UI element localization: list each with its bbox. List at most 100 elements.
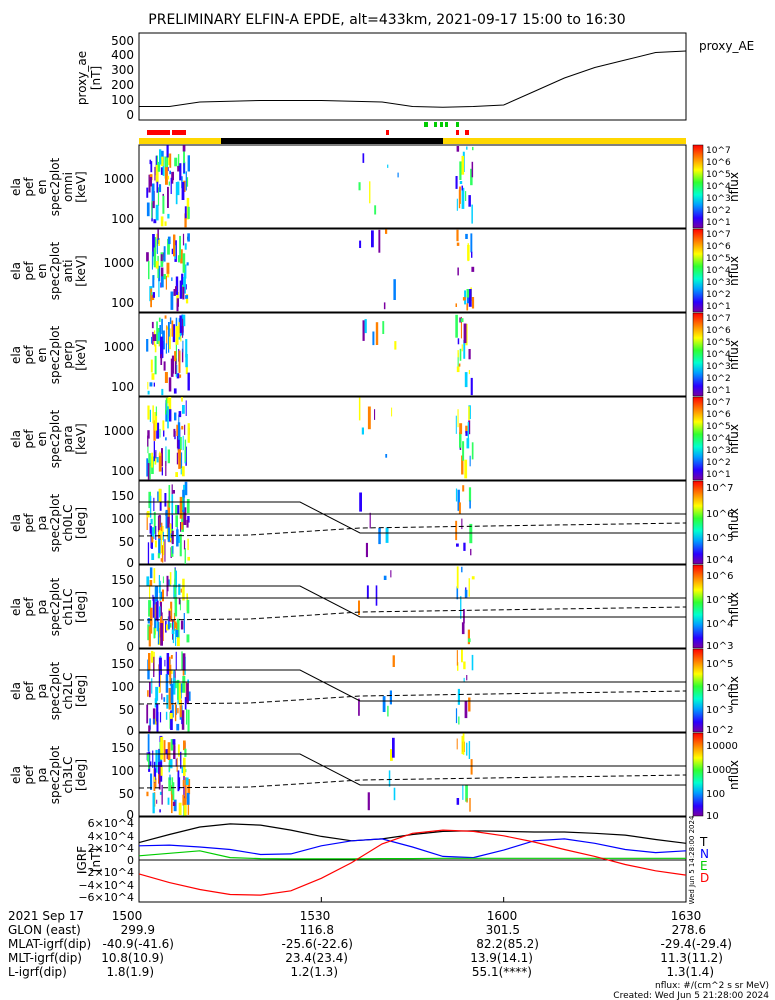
spectrogram-pixel [155,204,159,221]
spectrogram-pixel [177,154,180,171]
spectrogram-pixel [156,799,158,804]
spectrogram-pixel [150,161,153,173]
spectrogram-pixel [158,453,162,472]
spec-panel-anti: ela pef en spec2plot anti [keV] 1000 100… [9,228,741,313]
pa-ylabel: ela [9,766,23,784]
ground-track-bar [440,122,443,127]
spec-ylabel: omni [61,172,75,202]
l-value: 1.3(1.4) [666,965,714,979]
spectrogram-pixel [466,675,468,681]
spectrogram-pixel [468,370,470,375]
spectrogram-pixel [184,439,187,462]
spectrogram-pixel [184,804,187,816]
ae-legend: proxy_AE [699,39,754,53]
spec-panel-omni: ela pef en spec2plot omni [keV] 1000 100… [9,144,741,229]
spectrogram-pixel [466,303,469,311]
spec-fill [146,314,473,396]
x-axis-ticks [138,897,687,902]
colorbar-tick: 10^2 [706,374,731,384]
spectrogram-pixel [167,175,169,180]
spectrogram-pixel [151,321,154,329]
colorbar-tick: 10^7 [706,230,731,240]
spectrogram-pixel [181,425,184,430]
spectrogram-pixel [180,336,182,342]
pa-ytick: 150 [111,489,134,503]
spectrogram-pixel [174,680,177,689]
spectrogram-pixel [149,382,153,387]
spectrogram-pixel [148,626,151,647]
spectrogram-pixel [166,653,170,675]
colorbar-tick: 10^2 [706,458,731,468]
spectrogram-pixel [383,302,386,310]
spectrogram-pixel [182,676,186,693]
spectrogram-pixel [158,575,160,593]
spectrogram-pixel [168,397,172,419]
spectrogram-pixel [455,303,457,307]
pa-panel-ch3: ela pef pa spec2plot ch3LC [deg] 150 100… [9,732,741,822]
igrf-e-line [138,850,686,860]
colorbar-tick: 10^3 [706,278,731,288]
spectrogram-pixel [172,739,176,745]
spectrogram-pixel [160,623,163,646]
spectrogram-pixel [466,798,468,803]
spectrogram-pixel [177,679,180,700]
spectrogram-pixel [187,372,190,391]
pa-fill [146,733,473,816]
spectrogram-pixel [457,350,459,358]
spectrogram-pixel [456,543,459,547]
spectrogram-pixel [170,655,173,659]
colorbar-tick: 10^3 [706,446,731,456]
spectrogram-pixel [161,545,164,563]
spec-ytick: 1000 [103,172,134,186]
spectrogram-pixel [180,588,182,593]
spectrogram-pixel [168,328,171,350]
shadow-bar [221,138,443,144]
spectrogram-pixel [158,766,161,790]
spectrogram-pixel [372,331,375,346]
spectrogram-pixel [170,601,173,622]
spectrogram-pixel [163,246,166,262]
spectrogram-pixel [364,319,367,334]
spectrogram-pixel [461,455,464,475]
spectrogram-pixel [461,185,463,191]
science-zone-bar [386,130,389,135]
spectrogram-pixel [460,316,462,339]
sunlit-bar [139,138,221,144]
spec-ylabel: pef [22,345,36,365]
spectrogram-pixel [358,397,361,421]
spectrogram-pixel [148,453,151,466]
spectrogram-pixel [155,686,159,701]
spectrogram-pixel [467,629,470,645]
colorbar-tick: 10^6 [706,326,731,336]
spectrogram-pixel [148,725,151,732]
loss-cone-dashed-line [138,774,687,789]
spectrogram-pixel [184,424,186,435]
spectrogram-pixel [152,331,154,345]
spectrogram-pixel [153,247,157,268]
spectrogram-pixel [358,600,360,615]
spectrogram-pixel [156,238,158,254]
spec-ylabel: [keV] [74,171,88,202]
spectrogram-pixel [148,761,152,766]
spectrogram-pixel [157,187,160,206]
spec-ylabel: anti [61,260,75,283]
pa-ylabel: spec2plot [48,493,62,552]
spec-ylabel: en [35,432,49,447]
spectrogram-pixel [182,233,185,246]
spectrogram-pixel [163,740,166,762]
spec-frame [138,312,687,397]
spectrogram-pixel [171,355,174,374]
spectrogram-pixel [163,361,166,371]
spectrogram-pixel [171,777,174,794]
pa-ytick: 100 [111,596,134,610]
spec-ytick: 1000 [103,340,134,354]
pa-ylabel: ch0LC [61,505,75,542]
spectrogram-pixel [180,620,184,630]
spectrogram-pixel [151,553,155,560]
colorbar [692,228,704,313]
spectrogram-pixel [466,289,470,298]
spectrogram-pixel [470,233,473,253]
spectrogram-pixel [167,213,170,219]
spectrogram-pixel [163,697,166,702]
